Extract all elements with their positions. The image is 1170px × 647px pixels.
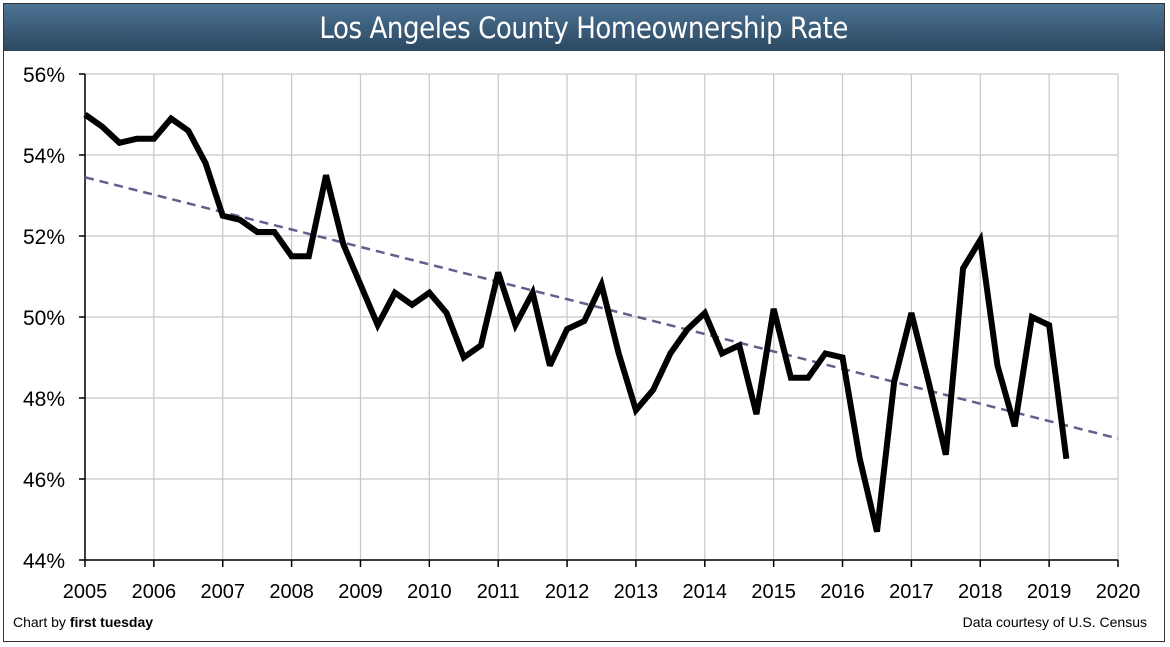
x-tick-label: 2012: [545, 581, 590, 603]
y-tick-label: 44%: [23, 550, 65, 573]
y-tick-label: 52%: [23, 226, 65, 249]
x-tick-label: 2008: [269, 581, 314, 603]
x-tick-label: 2007: [200, 581, 245, 603]
data-source: Data courtesy of U.S. Census: [962, 614, 1147, 630]
chart-frame: [3, 3, 1165, 642]
x-tick-label: 2017: [889, 581, 934, 603]
chart-credit: Chart by first tuesday: [13, 614, 153, 630]
x-tick-label: 2013: [614, 581, 659, 603]
series-line: [83, 112, 1070, 533]
x-tick-label: 2018: [958, 581, 1003, 603]
x-tick-label: 2016: [820, 581, 865, 603]
credit-prefix: Chart by: [13, 614, 70, 630]
y-tick-label: 50%: [23, 307, 65, 330]
x-tick-label: 2019: [1027, 581, 1072, 603]
x-tick-label: 2015: [751, 581, 796, 603]
chart-title: Los Angeles County Homeownership Rate: [319, 10, 849, 45]
trend-line: [84, 176, 1119, 440]
y-tick-label: 56%: [23, 64, 65, 87]
credit-brand: first tuesday: [69, 614, 154, 630]
x-tick-label: 2009: [338, 581, 383, 603]
x-tick-label: 2014: [683, 581, 728, 603]
x-tick-label: 2020: [1096, 581, 1141, 603]
y-tick-label: 46%: [23, 469, 65, 492]
y-tick-label: 54%: [23, 145, 65, 168]
x-tick-label: 2010: [407, 581, 452, 603]
x-tick-label: 2011: [477, 581, 520, 603]
y-tick-label: 48%: [23, 388, 65, 411]
x-tick-label: 2005: [63, 581, 108, 603]
x-tick-label: 2006: [132, 581, 177, 603]
title-bar: Los Angeles County Homeownership Rate: [4, 4, 1164, 51]
